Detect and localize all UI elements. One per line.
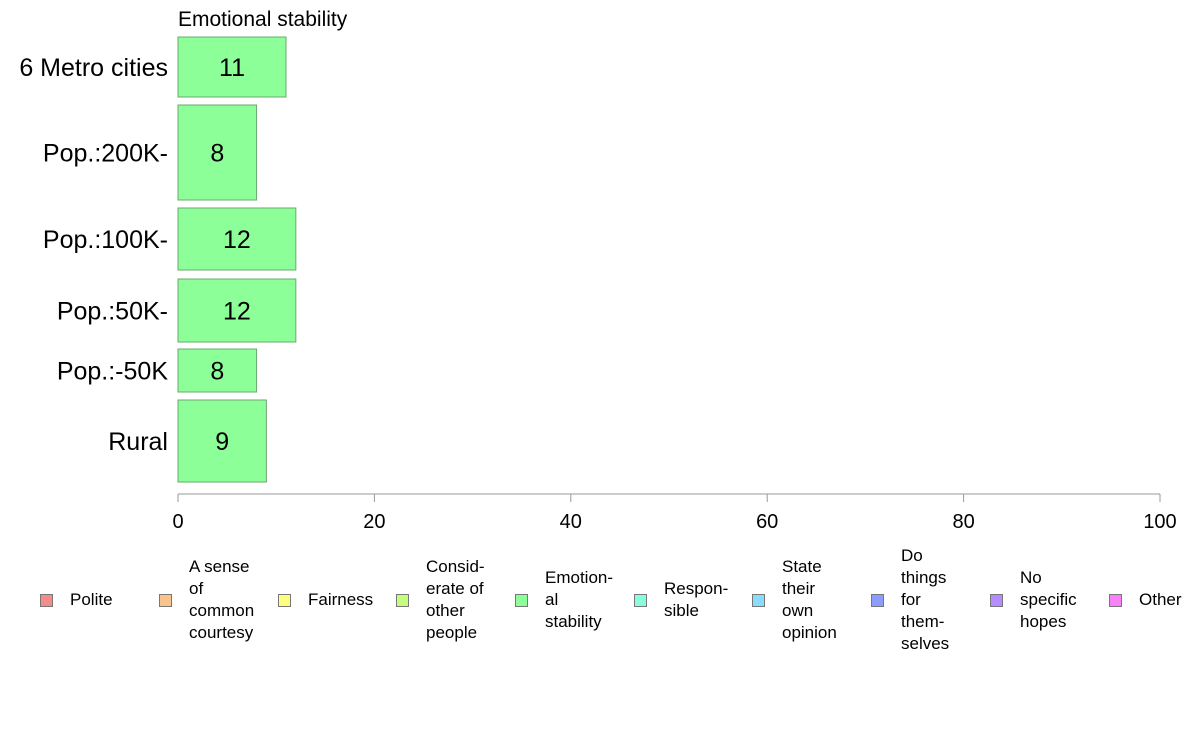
category-label-2: Pop.:100K-	[43, 226, 168, 254]
legend-label: Other	[1139, 590, 1182, 609]
legend-swatch	[990, 593, 1003, 607]
x-tick-label-1: 20	[363, 511, 385, 533]
category-label-0: 6 Metro cities	[19, 54, 168, 82]
legend-item-8: No specific hopes	[990, 540, 1077, 660]
legend-swatch	[396, 593, 409, 607]
legend-label: Do things for them- selves	[901, 546, 950, 653]
bar-4	[177, 348, 258, 393]
legend-label: A sense of common courtesy	[189, 557, 255, 642]
legend-item-1: A sense of common courtesy	[159, 540, 254, 660]
legend-label: Consid- erate of other people	[426, 557, 485, 642]
legend-swatch	[1109, 593, 1122, 607]
legend: Polite A sense of common courtesy Fairness…	[0, 540, 1188, 660]
legend-swatch	[634, 593, 647, 607]
bar-value-label-0: 11	[219, 54, 245, 82]
bars-layer: 11 6 Metro cities 8 Pop.:200K- 12 Pop.:100K- 1…	[19, 36, 297, 483]
legend-swatch	[278, 593, 291, 607]
x-tick-label-0: 0	[172, 511, 183, 533]
category-label-1: Pop.:200K-	[43, 140, 168, 168]
bar-0	[177, 36, 287, 98]
category-label-5: Rural	[108, 428, 168, 456]
legend-label: No specific hopes	[1020, 568, 1077, 631]
chart-title: Emotional stability	[178, 8, 348, 31]
category-label-3: Pop.:50K-	[57, 298, 168, 326]
legend-swatch	[159, 593, 172, 607]
bar-value-label-5: 9	[215, 428, 229, 456]
legend-item-7: Do things for them- selves	[871, 540, 949, 660]
legend-item-0: Polite	[40, 540, 113, 660]
x-tick-label-4: 80	[952, 511, 974, 533]
legend-swatch	[40, 593, 53, 607]
bar-1	[177, 104, 258, 201]
bar-value-label-3: 12	[223, 298, 251, 326]
legend-item-4: Emotion- al stability	[515, 540, 613, 660]
bar-chart: Emotional stability 11 6 Metro cities 8 Pop…	[19, 8, 1177, 533]
legend-item-3: Consid- erate of other people	[396, 540, 485, 660]
bar-value-label-1: 8	[210, 140, 224, 168]
legend-item-9: Other	[1109, 540, 1182, 660]
x-tick-label-2: 40	[560, 511, 582, 533]
category-label-4: Pop.:-50K	[57, 358, 169, 386]
x-axis: 0 20 40 60 80 100	[172, 493, 1177, 533]
legend-item-6: State their own opinion	[752, 540, 837, 660]
bar-value-label-4: 8	[210, 358, 224, 386]
bar-3	[177, 278, 297, 343]
legend-item-5: Respon- sible	[634, 540, 728, 660]
bar-value-label-2: 12	[223, 226, 251, 254]
legend-label: Fairness	[308, 590, 374, 609]
legend-item-2: Fairness	[278, 540, 373, 660]
x-tick-label-5: 100	[1143, 511, 1176, 533]
legend-label: Emotion- al stability	[545, 568, 614, 631]
legend-label: Polite	[70, 590, 113, 609]
bar-5	[177, 399, 267, 483]
x-tick-label-3: 60	[756, 511, 778, 533]
bar-2	[177, 207, 297, 271]
legend-label: Respon- sible	[664, 579, 729, 620]
legend-swatch	[871, 593, 884, 607]
legend-swatch	[515, 593, 528, 607]
legend-label: State their own opinion	[782, 557, 837, 642]
legend-swatch	[752, 593, 765, 607]
